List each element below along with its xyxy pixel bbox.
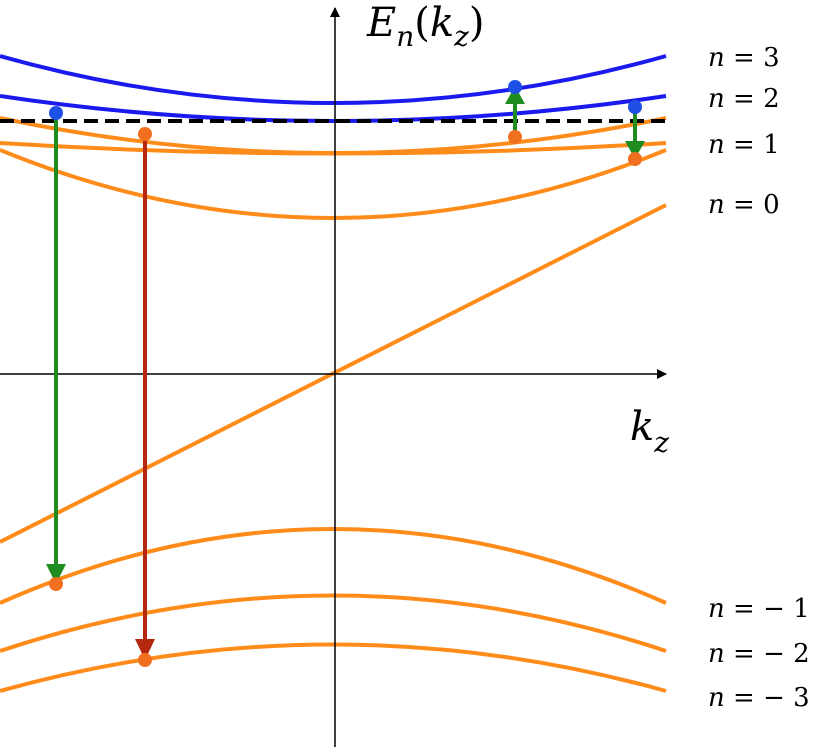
- green-arrow-far-right-head: [625, 141, 645, 159]
- orange-dot: [628, 152, 642, 166]
- band-n2: [0, 94, 667, 123]
- green-arrow-right-up-head: [505, 86, 525, 104]
- blue-dots: [49, 80, 642, 120]
- band-label-n2: n = 2: [708, 84, 780, 114]
- orange-dot: [138, 653, 152, 667]
- band-labels: n = 3 n = 2 n = 1 n = 0 n = − 1 n = − 2 …: [708, 43, 810, 713]
- blue-dot: [628, 100, 642, 114]
- orange-dots: [49, 127, 642, 667]
- y-axis-label: En(kz): [366, 0, 484, 53]
- band-label-n-1: n = − 1: [708, 594, 810, 624]
- green-arrow-left-head: [46, 564, 66, 584]
- band-label-n1: n = 1: [708, 130, 780, 160]
- orange-dot: [138, 127, 152, 141]
- blue-bands: [0, 54, 667, 123]
- orange-bands: [0, 116, 667, 693]
- blue-dot: [508, 80, 522, 94]
- band-n-3: [0, 642, 667, 693]
- band-n0-parabola: [0, 148, 667, 220]
- band-n-2: [0, 593, 667, 653]
- band-label-n0: n = 0: [708, 190, 780, 220]
- band-label-n-3: n = − 3: [708, 683, 810, 713]
- orange-dot: [49, 577, 63, 591]
- x-axis-label: kz: [630, 404, 669, 459]
- orange-dot: [508, 130, 522, 144]
- band-label-n3: n = 3: [708, 43, 780, 73]
- green-arrows: [46, 86, 645, 584]
- blue-dot: [49, 106, 63, 120]
- red-arrow-head: [135, 639, 155, 660]
- band-n1-lower: [0, 141, 667, 156]
- band-n-1: [0, 527, 667, 605]
- band-label-n-2: n = − 2: [708, 639, 810, 669]
- band-n3: [0, 54, 667, 105]
- red-arrows: [135, 134, 155, 660]
